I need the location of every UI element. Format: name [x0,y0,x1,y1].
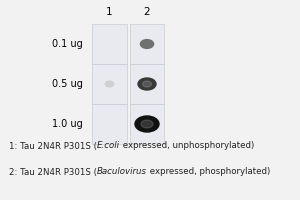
Text: Baculovirus: Baculovirus [97,168,147,176]
Text: expressed, unphosphorylated): expressed, unphosphorylated) [120,142,254,150]
Text: E.coli: E.coli [97,142,120,150]
Text: 2: 2 [144,7,150,17]
Circle shape [105,81,114,87]
Text: 1.0 ug: 1.0 ug [52,119,83,129]
FancyBboxPatch shape [130,104,164,144]
Text: expressed, phosphorylated): expressed, phosphorylated) [147,168,270,176]
FancyBboxPatch shape [130,64,164,104]
FancyBboxPatch shape [92,64,127,104]
Text: 0.5 ug: 0.5 ug [52,79,83,89]
FancyBboxPatch shape [92,104,127,144]
Circle shape [138,78,156,90]
Circle shape [140,40,154,48]
Text: 2: Tau 2N4R P301S (: 2: Tau 2N4R P301S ( [9,168,97,176]
Text: 1: Tau 2N4R P301S (: 1: Tau 2N4R P301S ( [9,142,97,150]
Circle shape [141,120,153,128]
FancyBboxPatch shape [92,24,127,64]
Text: 1: 1 [106,7,113,17]
Circle shape [142,81,152,87]
Circle shape [135,116,159,132]
Text: 0.1 ug: 0.1 ug [52,39,83,49]
FancyBboxPatch shape [130,24,164,64]
